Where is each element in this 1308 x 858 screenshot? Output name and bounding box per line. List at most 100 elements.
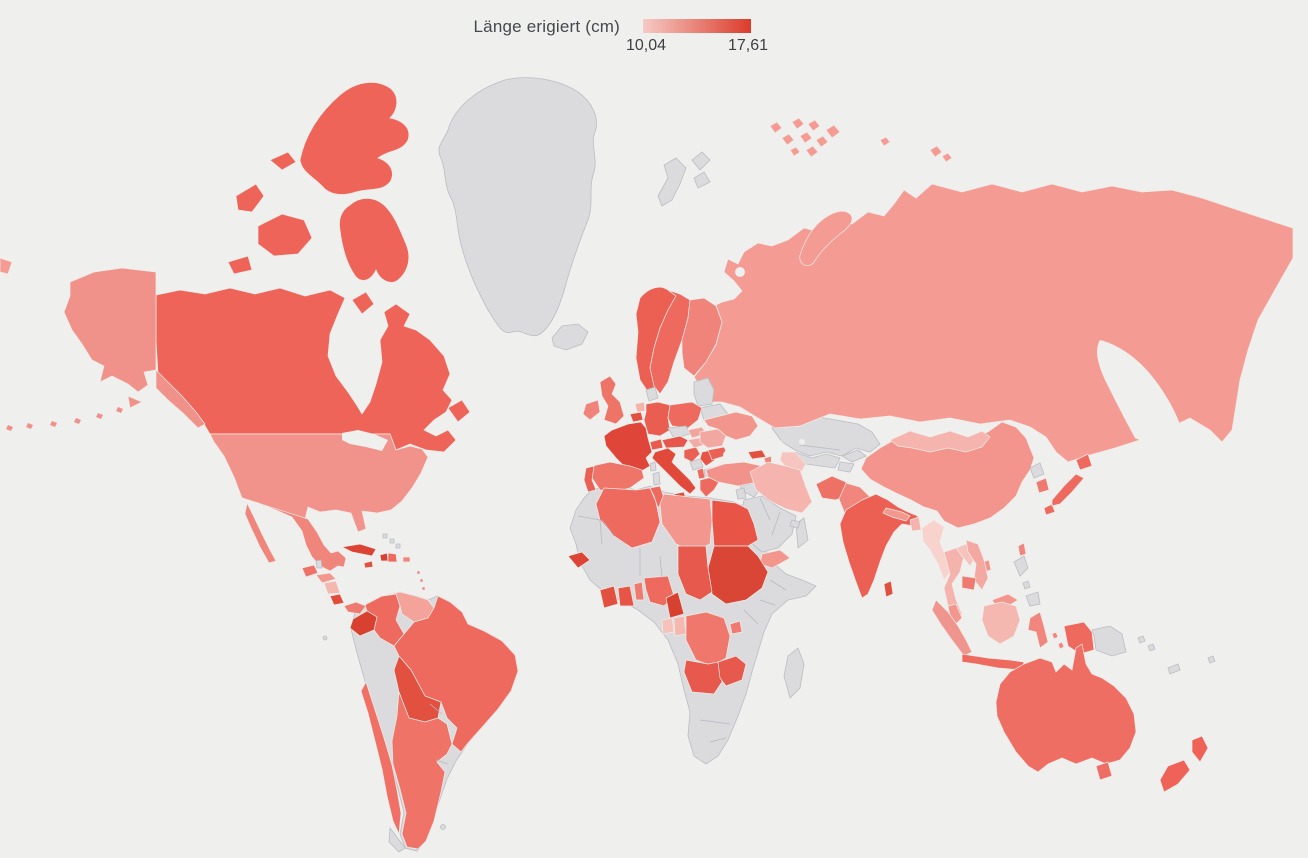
region-taiwan[interactable]: [1017, 542, 1027, 557]
region-dr-congo[interactable]: [685, 611, 731, 667]
region-belgium[interactable]: [629, 411, 644, 423]
region-guatemala[interactable]: [301, 564, 319, 578]
region-laos[interactable]: [955, 543, 977, 567]
region-congo[interactable]: [673, 615, 687, 637]
region-portugal[interactable]: [583, 465, 597, 493]
region-jamaica[interactable]: [363, 560, 374, 569]
no-data-internal-borders: [429, 444, 841, 765]
region-corsica[interactable]: [649, 461, 657, 472]
region-bosnia[interactable]: [689, 458, 704, 471]
region-sardinia[interactable]: [652, 471, 661, 486]
region-new-caledonia[interactable]: [1167, 663, 1181, 675]
region-egypt[interactable]: [711, 499, 759, 547]
region-tasmania[interactable]: [1095, 761, 1113, 781]
region-baltic-states[interactable]: [693, 377, 715, 407]
region-bahamas[interactable]: [382, 533, 401, 549]
region-cuba[interactable]: [340, 543, 377, 557]
region-belize[interactable]: [315, 559, 323, 569]
region-moluccas[interactable]: [1051, 631, 1065, 650]
region-franz-josef-land[interactable]: [769, 117, 953, 163]
region-nepal[interactable]: [882, 507, 911, 522]
region-honduras[interactable]: [315, 572, 337, 584]
region-patagonia-tip[interactable]: [388, 826, 406, 853]
region-netherlands[interactable]: [634, 401, 646, 413]
region-germany[interactable]: [643, 401, 671, 437]
region-senegal[interactable]: [567, 551, 591, 569]
region-chile[interactable]: [360, 681, 402, 836]
region-sri-lanka[interactable]: [883, 580, 894, 598]
region-kyrgyzstan[interactable]: [841, 449, 867, 463]
region-fiji[interactable]: [1207, 655, 1216, 664]
region-uganda[interactable]: [729, 620, 743, 635]
region-papua-new-guinea[interactable]: [1091, 625, 1127, 657]
region-finland[interactable]: [681, 297, 723, 377]
region-greenland[interactable]: [438, 77, 597, 337]
region-canada-baffin[interactable]: [339, 198, 410, 283]
region-new-zealand[interactable]: [1159, 735, 1209, 793]
region-argentina[interactable]: [391, 691, 453, 850]
region-indonesia-papua[interactable]: [1063, 621, 1095, 655]
region-falklands[interactable]: [440, 824, 446, 830]
region-philippines[interactable]: [1013, 555, 1041, 607]
region-indonesia-sulawesi[interactable]: [1027, 611, 1049, 649]
region-albania[interactable]: [696, 467, 706, 480]
region-madagascar[interactable]: [783, 647, 805, 699]
region-iran[interactable]: [749, 461, 813, 514]
region-nicaragua[interactable]: [323, 580, 341, 595]
region-ecuador[interactable]: [349, 610, 378, 637]
region-spain[interactable]: [591, 461, 645, 493]
region-mongolia[interactable]: [889, 430, 991, 453]
region-japan[interactable]: [1043, 453, 1093, 516]
region-indonesia-sumatra[interactable]: [931, 599, 973, 657]
region-zambia[interactable]: [717, 655, 747, 687]
region-uae[interactable]: [789, 519, 801, 529]
region-tajikistan[interactable]: [837, 461, 855, 473]
region-ireland[interactable]: [582, 399, 601, 421]
region-mexico[interactable]: [241, 497, 347, 572]
region-switzerland[interactable]: [649, 438, 664, 451]
region-benin[interactable]: [633, 581, 645, 601]
region-cameroon[interactable]: [665, 591, 685, 619]
region-canada-banks-island[interactable]: [235, 183, 265, 213]
region-iceland[interactable]: [551, 323, 589, 351]
region-vietnam[interactable]: [965, 539, 989, 591]
region-svalbard[interactable]: [657, 151, 711, 207]
region-uk[interactable]: [599, 375, 625, 425]
region-puerto-rico[interactable]: [402, 556, 411, 563]
region-bangladesh[interactable]: [909, 516, 922, 532]
region-cambodia[interactable]: [961, 575, 977, 591]
region-ukraine[interactable]: [703, 411, 759, 441]
region-france[interactable]: [603, 421, 653, 473]
region-north-korea[interactable]: [1029, 462, 1045, 479]
region-india[interactable]: [839, 493, 919, 599]
region-alaska[interactable]: [63, 267, 157, 393]
region-costa-rica[interactable]: [329, 593, 345, 606]
region-indonesia-kalimantan[interactable]: [981, 601, 1021, 645]
region-newfoundland[interactable]: [447, 399, 471, 423]
region-galapagos[interactable]: [322, 635, 328, 641]
region-ghana[interactable]: [617, 585, 635, 607]
region-chukotka-wrap[interactable]: [0, 257, 13, 275]
region-south-korea[interactable]: [1035, 477, 1050, 494]
region-dominican-republic[interactable]: [387, 552, 398, 563]
region-panama[interactable]: [343, 601, 367, 615]
region-austria[interactable]: [661, 435, 689, 449]
region-canada-arctic-islets[interactable]: [227, 151, 375, 315]
region-solomon-islands[interactable]: [1137, 635, 1156, 652]
region-denmark[interactable]: [645, 386, 659, 402]
region-cote-divoire[interactable]: [599, 585, 619, 609]
region-australia[interactable]: [995, 643, 1137, 773]
region-georgia[interactable]: [747, 449, 767, 460]
region-canada-victoria-island[interactable]: [257, 213, 313, 257]
region-baja-california[interactable]: [244, 501, 277, 564]
region-italy[interactable]: [651, 447, 697, 495]
region-gabon[interactable]: [661, 617, 675, 635]
region-novaya-zemlya[interactable]: [799, 210, 853, 267]
region-jordan-israel[interactable]: [735, 487, 747, 500]
region-angola[interactable]: [683, 659, 723, 695]
region-alaska-panhandle[interactable]: [127, 369, 206, 429]
region-poland[interactable]: [667, 401, 703, 429]
region-lesser-antilles[interactable]: [416, 570, 426, 591]
region-canada-ellesmere[interactable]: [299, 82, 410, 195]
region-chad[interactable]: [677, 545, 713, 601]
